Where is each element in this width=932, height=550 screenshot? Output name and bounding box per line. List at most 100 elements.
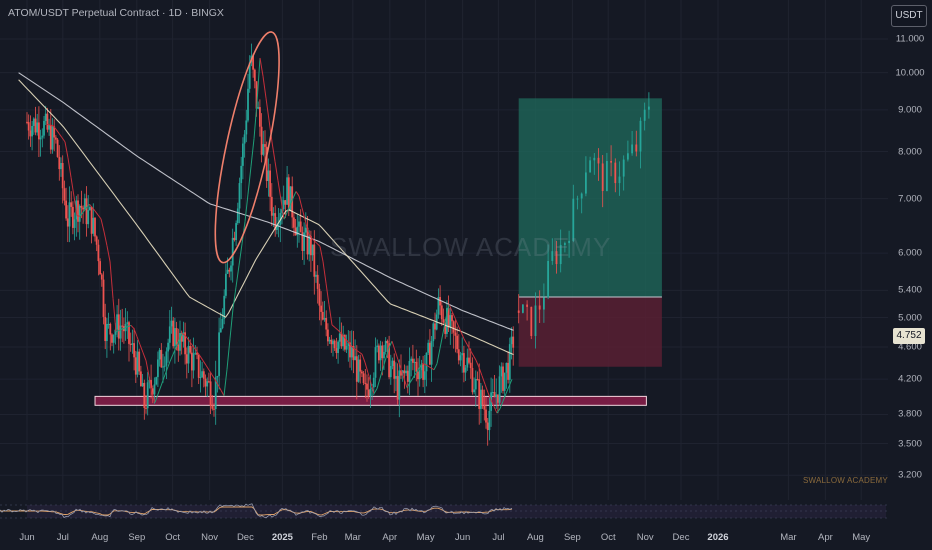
- ma-line-short: [445, 304, 450, 318]
- candle-body: [141, 382, 144, 387]
- candle-body: [386, 340, 389, 344]
- candle-body: [323, 318, 326, 320]
- ma-line-short: [250, 138, 255, 167]
- ma-line-short: [487, 392, 492, 401]
- candle-body: [291, 186, 294, 218]
- ma-line-short: [328, 304, 333, 325]
- candle-body: [49, 124, 52, 150]
- ma-line-long: [18, 72, 514, 331]
- candle-body: [85, 198, 88, 225]
- candle-body: [102, 279, 105, 317]
- candle-body: [325, 318, 328, 330]
- ma-line-short: [421, 362, 426, 365]
- ma-line-short: [466, 344, 471, 350]
- candle-body: [201, 371, 203, 378]
- time-tick: Aug: [91, 532, 109, 543]
- ma-line-short: [163, 369, 168, 378]
- candle-body: [78, 205, 81, 222]
- last-price-label: 4.752: [893, 328, 925, 344]
- candle-body: [109, 323, 112, 335]
- candle-body: [276, 226, 278, 230]
- chart-title: ATOM/USDT Perpetual Contract · 1D · BING…: [8, 7, 224, 19]
- ma-line-short: [157, 385, 162, 395]
- candle-body: [410, 358, 413, 361]
- candle-body: [526, 304, 528, 307]
- price-tick: 11.000: [895, 33, 925, 45]
- ma-line-short: [484, 384, 489, 393]
- ma-line-short: [442, 317, 447, 334]
- candle-body: [299, 221, 302, 233]
- candle-body: [77, 200, 79, 222]
- candle-body: [635, 144, 638, 152]
- ma-line-short: [208, 369, 213, 375]
- ma-line-short: [124, 326, 129, 329]
- candle-body: [491, 392, 494, 394]
- candle-body: [214, 377, 217, 410]
- candle-body: [60, 163, 62, 170]
- candle-body: [46, 113, 49, 130]
- candle-body: [584, 172, 587, 194]
- candle-body: [639, 120, 642, 152]
- candle-body: [196, 352, 198, 355]
- candle-body: [277, 224, 280, 227]
- candle-body: [559, 244, 562, 265]
- ma-line-short: [256, 57, 261, 103]
- candle-body: [597, 157, 600, 164]
- candle-body: [568, 240, 570, 244]
- ma-line-short: [262, 76, 267, 99]
- ma-line-short: [196, 351, 201, 357]
- ma-line-short: [259, 57, 264, 77]
- candle-body: [405, 370, 407, 374]
- candle-body: [440, 305, 443, 320]
- ma-line-short: [205, 365, 210, 371]
- ma-line-short: [508, 379, 513, 387]
- ma-line-short: [211, 374, 216, 380]
- candle-body: [362, 373, 365, 383]
- candle-body: [162, 366, 164, 368]
- target-zone: [518, 98, 662, 297]
- candle-body: [352, 346, 355, 361]
- candle-body: [238, 183, 241, 209]
- highlight-ellipse: [214, 31, 280, 264]
- ma-line-short: [46, 123, 51, 126]
- candle-body: [202, 371, 205, 379]
- candle-body: [451, 315, 453, 322]
- ma-line-short: [181, 332, 186, 336]
- candle-body: [478, 379, 481, 409]
- ma-line-short: [379, 368, 384, 379]
- candle-body: [359, 359, 362, 372]
- time-tick: Jul: [56, 532, 69, 543]
- ma-line-short: [310, 237, 315, 241]
- ma-line-short: [145, 360, 150, 376]
- candle-body: [179, 332, 181, 351]
- ma-line-short: [439, 332, 444, 349]
- candle-body: [338, 333, 341, 342]
- candle-body: [461, 353, 464, 356]
- candle-body: [446, 308, 448, 334]
- candle-body: [66, 218, 69, 227]
- candle-body: [349, 342, 351, 358]
- ma-line-short: [226, 338, 231, 370]
- candle-body: [27, 122, 30, 131]
- candle-body: [589, 160, 591, 173]
- ma-line-short: [337, 329, 342, 334]
- candle-body: [395, 376, 397, 379]
- price-axis[interactable]: 11.000 10.000 9.000 8.000 7.000 6.000 5.400 5.0…: [888, 0, 932, 525]
- candle-body: [194, 352, 197, 354]
- candle-body: [80, 205, 83, 208]
- candle-body: [274, 213, 277, 230]
- candle-body: [289, 186, 292, 211]
- ma-line-mid: [18, 79, 514, 356]
- candle-body: [138, 351, 141, 372]
- ma-line-short: [160, 377, 165, 387]
- ma-line-short: [100, 218, 105, 232]
- ma-line-short: [154, 394, 159, 403]
- currency-button[interactable]: USDT: [891, 5, 927, 27]
- oscillator-band: [27, 505, 886, 518]
- candle-body: [90, 207, 93, 234]
- candle-body: [95, 236, 98, 245]
- candle-body: [68, 202, 71, 227]
- time-axis[interactable]: Jun Jul Aug Sep Oct Nov Dec 2025 Feb Mar Apr May Jun…: [0, 530, 888, 550]
